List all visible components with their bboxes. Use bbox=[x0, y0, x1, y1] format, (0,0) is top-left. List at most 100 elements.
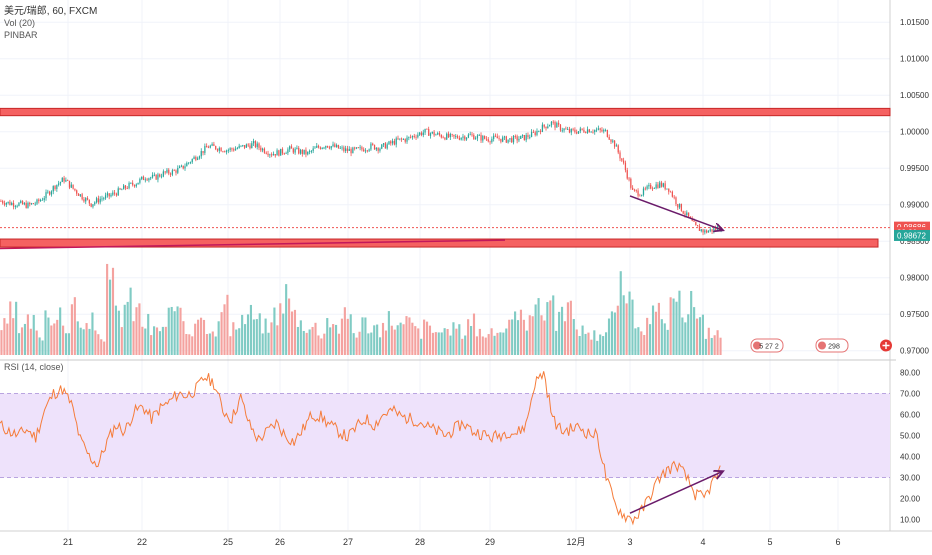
price-trend-arrow bbox=[629, 195, 723, 230]
volume-bar bbox=[464, 335, 467, 355]
pinbar-indicator-label[interactable]: PINBAR bbox=[4, 30, 38, 40]
volume-indicator-label[interactable]: Vol (20) bbox=[4, 18, 35, 28]
volume-bar bbox=[94, 330, 97, 355]
volume-bar bbox=[246, 314, 250, 355]
volume-bar bbox=[97, 334, 100, 355]
candle-body bbox=[296, 147, 298, 149]
event-badge-b[interactable]: 298 bbox=[815, 338, 849, 353]
candle-body bbox=[606, 129, 609, 137]
volume-bar bbox=[405, 316, 408, 355]
candle-body bbox=[269, 154, 271, 156]
candle-body bbox=[32, 203, 35, 205]
event-badge-a[interactable]: 5 27 2 bbox=[750, 338, 784, 353]
candle-body bbox=[99, 198, 101, 203]
candle-body bbox=[583, 129, 585, 133]
volume-bar bbox=[267, 332, 270, 355]
volume-bar bbox=[420, 338, 423, 355]
volume-bar bbox=[199, 317, 203, 355]
volume-bar bbox=[23, 323, 27, 355]
candle-body bbox=[595, 129, 598, 131]
candle-body bbox=[0, 201, 2, 202]
candle-body bbox=[123, 185, 125, 190]
rsi-tick-label: 50.00 bbox=[900, 432, 921, 441]
plus-icon-mark bbox=[882, 342, 890, 349]
candle-body bbox=[56, 184, 58, 189]
volume-bar bbox=[270, 322, 273, 355]
add-event-button[interactable] bbox=[880, 339, 892, 352]
chart-grid bbox=[0, 0, 932, 532]
candle-body bbox=[225, 150, 228, 153]
time-tick-label: 21 bbox=[63, 537, 73, 547]
candle-body bbox=[38, 199, 40, 202]
candle-body bbox=[581, 128, 583, 130]
candle-body bbox=[622, 160, 625, 163]
candle-body bbox=[106, 193, 109, 196]
candle-body bbox=[715, 228, 717, 230]
candle-body bbox=[191, 159, 193, 163]
candle-body bbox=[671, 191, 673, 197]
candle-body bbox=[104, 195, 107, 199]
candle-body bbox=[523, 134, 525, 141]
candle-body bbox=[265, 152, 267, 154]
rsi-indicator-label[interactable]: RSI (14, close) bbox=[4, 362, 64, 372]
candle-body bbox=[326, 145, 329, 148]
candle-body bbox=[218, 148, 220, 151]
candle-body bbox=[700, 229, 702, 231]
candle-body bbox=[110, 194, 112, 197]
price-tick-label: 0.98000 bbox=[900, 274, 929, 283]
candle-body bbox=[698, 226, 701, 231]
symbol-title[interactable]: 美元/瑞郎, 60, FXCM bbox=[4, 4, 97, 17]
candle-body bbox=[321, 147, 323, 149]
candle-body bbox=[336, 144, 338, 148]
volume-bar bbox=[396, 325, 399, 355]
volume-bar bbox=[326, 318, 329, 355]
candle-body bbox=[113, 192, 116, 194]
event-badge-text: 298 bbox=[828, 344, 840, 351]
candle-body bbox=[550, 121, 553, 126]
volume-bar bbox=[276, 325, 279, 355]
candle-body bbox=[292, 148, 294, 153]
candle-body bbox=[713, 228, 715, 232]
candle-body bbox=[94, 202, 96, 205]
volume-bar bbox=[205, 334, 208, 355]
candle-body bbox=[494, 135, 497, 137]
candle-body bbox=[487, 139, 489, 142]
candle-body bbox=[41, 199, 44, 201]
candle-body bbox=[186, 163, 188, 167]
candle-body bbox=[301, 149, 303, 154]
volume-bar bbox=[329, 327, 332, 355]
volume-bar bbox=[678, 290, 681, 355]
candle-body bbox=[456, 136, 459, 139]
price-tick-label: 1.01500 bbox=[900, 18, 929, 27]
candle-body bbox=[312, 148, 314, 151]
candle-body bbox=[343, 147, 345, 151]
volume-bar bbox=[657, 302, 660, 355]
candle-body bbox=[61, 177, 63, 183]
volume-bar bbox=[273, 307, 276, 355]
time-tick-label: 4 bbox=[700, 537, 705, 547]
candle-body bbox=[357, 147, 359, 149]
candle-body bbox=[453, 134, 455, 137]
flag-icon bbox=[818, 341, 826, 350]
volume-bar bbox=[558, 311, 561, 355]
candle-body bbox=[128, 183, 130, 189]
candle-body bbox=[200, 151, 202, 157]
candle-body bbox=[289, 146, 291, 150]
volume-bar bbox=[467, 319, 470, 355]
candle-body bbox=[615, 145, 618, 147]
candle-body bbox=[529, 136, 531, 138]
candle-body bbox=[171, 170, 174, 175]
candle-body bbox=[50, 191, 53, 195]
candle-body bbox=[704, 230, 706, 233]
candle-body bbox=[402, 139, 405, 140]
time-tick-label: 26 bbox=[275, 537, 285, 547]
candle-body bbox=[85, 198, 87, 202]
candle-body bbox=[283, 153, 285, 155]
volume-bar bbox=[106, 263, 109, 355]
candle-body bbox=[675, 197, 677, 205]
volume-bar bbox=[290, 311, 294, 355]
candle-body bbox=[547, 126, 549, 129]
volume-bar bbox=[100, 339, 103, 355]
candle-body bbox=[659, 182, 661, 188]
